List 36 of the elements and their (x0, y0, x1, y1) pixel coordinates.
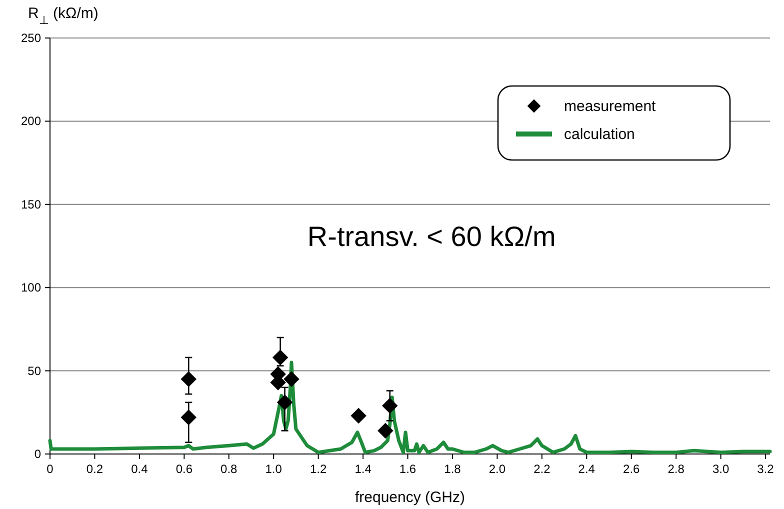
x-tick-label: 1.8 (444, 462, 462, 476)
x-tick-label: 0.8 (220, 462, 238, 476)
point (378, 422, 394, 439)
x-tick-label: 0 (46, 462, 54, 476)
point (272, 350, 288, 366)
x-tick-label: 2.8 (668, 462, 685, 476)
x-tick-label: 3.0 (712, 462, 730, 476)
point (350, 408, 366, 424)
y-tick-label: 100 (20, 280, 42, 295)
y-tick-label: 200 (20, 114, 42, 128)
x-tick-label: 0.4 (131, 462, 148, 476)
x-tick-label: 0.6 (176, 462, 193, 476)
x-axis-title: frequency (GHz) (354, 489, 466, 506)
x-tick-label: 2.2 (534, 462, 551, 476)
point (276, 394, 293, 410)
point (284, 371, 300, 387)
point (382, 398, 398, 414)
legend-label: calculation (564, 126, 635, 143)
y-tick-label: 150 (20, 197, 42, 212)
x-tick-label: 1.2 (310, 462, 327, 476)
point (180, 410, 196, 426)
y-tick-label: 0 (34, 447, 42, 461)
x-tick-label: 1.6 (399, 462, 416, 476)
x-tick-label: 2.4 (578, 462, 596, 476)
legend-label: measurement (564, 98, 657, 115)
y-tick-label: 50 (28, 364, 42, 378)
x-tick-label: 0.2 (86, 462, 104, 476)
x-tick-label: 2.6 (623, 462, 640, 476)
x-tick-label: 1.4 (354, 462, 372, 476)
annotation: R-transv. < 60 kΩ/m (307, 221, 556, 252)
x-tick-label: 2.0 (488, 462, 506, 476)
x-tick-label: 1.0 (265, 462, 282, 476)
x-tick-label: 3.2 (757, 462, 774, 476)
point (180, 371, 196, 387)
y-axis-title: R$_{⊥}$ (kΩ/m) (28, 5, 98, 27)
y-tick-label: 250 (20, 31, 42, 45)
